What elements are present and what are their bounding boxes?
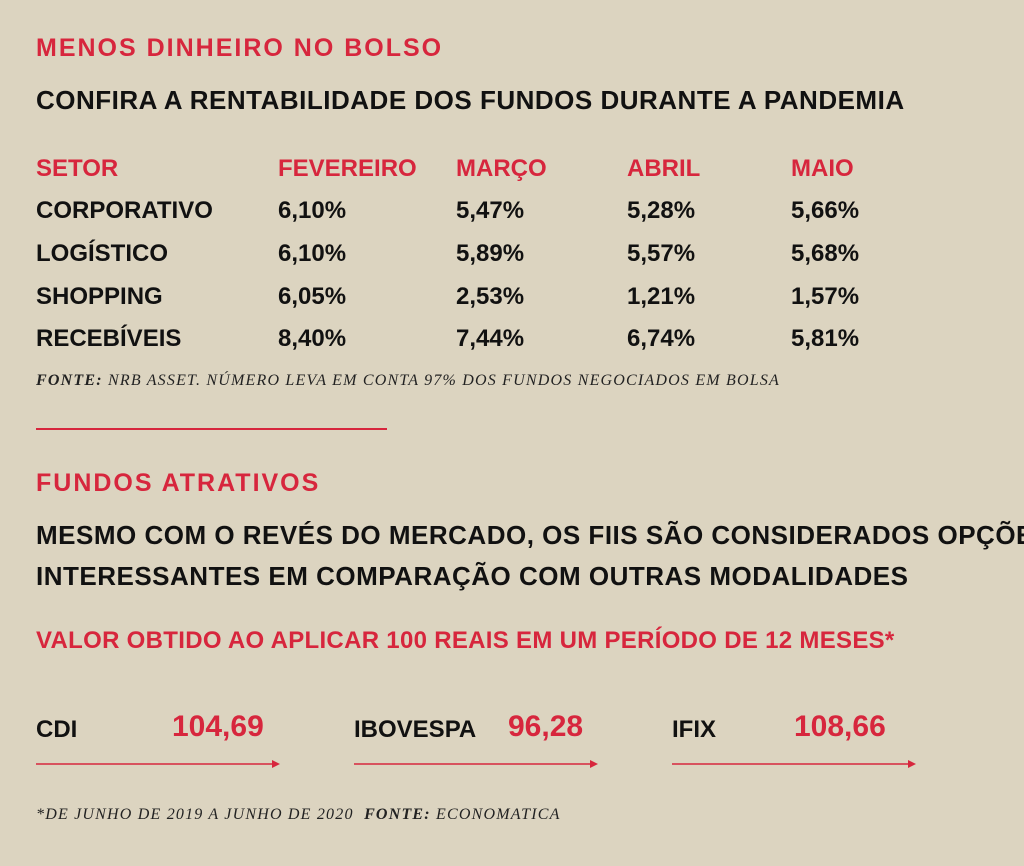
section1-headline: CONFIRA A RENTABILIDADE DOS FUNDOS DURAN… — [36, 85, 905, 115]
table-header-cell: FEVEREIRO — [278, 155, 417, 182]
section2-footnote: *DE JUNHO DE 2019 A JUNHO DE 2020 FONTE:… — [36, 806, 561, 824]
table-cell: 6,10% — [278, 240, 347, 267]
table-cell: 8,40% — [278, 325, 347, 352]
table-cell: 5,81% — [791, 325, 860, 352]
indicator-value: 108,66 — [794, 710, 886, 743]
table-cell: 7,44% — [456, 325, 525, 352]
indicator-value: 104,69 — [172, 710, 264, 743]
section1-source: FONTE: NRB ASSET. NÚMERO LEVA EM CONTA 9… — [36, 372, 780, 390]
table-cell: 6,10% — [278, 197, 347, 224]
section2-subtitle: VALOR OBTIDO AO APLICAR 100 REAIS EM UM … — [36, 627, 895, 654]
indicator-label: CDI — [36, 716, 78, 743]
section-divider — [36, 428, 387, 430]
table-cell: 1,21% — [627, 283, 696, 310]
table-cell: 5,66% — [791, 197, 860, 224]
table-cell: 2,53% — [456, 283, 525, 310]
section2-kicker: FUNDOS ATRATIVOS — [36, 469, 321, 497]
table-row-label: RECEBÍVEIS — [36, 325, 182, 352]
table-cell: 6,74% — [627, 325, 696, 352]
table-row-label: SHOPPING — [36, 283, 163, 310]
indicator-value: 96,28 — [508, 710, 584, 743]
table-row-label: CORPORATIVO — [36, 197, 213, 224]
section2-headline-line1: MESMO COM O REVÉS DO MERCADO, OS FIIS SÃ… — [36, 520, 1024, 550]
table-header-cell: MARÇO — [456, 155, 547, 182]
table-header-cell: ABRIL — [627, 155, 701, 182]
table-header-cell: SETOR — [36, 155, 119, 182]
table-cell: 5,28% — [627, 197, 696, 224]
table-cell: 5,57% — [627, 240, 696, 267]
section1-kicker: MENOS DINHEIRO NO BOLSO — [36, 34, 444, 62]
indicator-label: IFIX — [672, 716, 717, 743]
table-cell: 6,05% — [278, 283, 347, 310]
section2-headline-line2: INTERESSANTES EM COMPARAÇÃO COM OUTRAS M… — [36, 561, 909, 591]
source-text: NRB ASSET. NÚMERO LEVA EM CONTA 97% DOS … — [107, 372, 781, 389]
table-header-cell: MAIO — [791, 155, 854, 182]
arrow-icon — [672, 760, 916, 768]
table-cell: 1,57% — [791, 283, 860, 310]
arrow-icon — [354, 760, 598, 768]
source-label: FONTE: — [36, 372, 103, 389]
table-cell: 5,68% — [791, 240, 860, 267]
table-cell: 5,47% — [456, 197, 525, 224]
table-row-label: LOGÍSTICO — [36, 240, 168, 267]
indicator-label: IBOVESPA — [354, 716, 477, 743]
arrow-icon — [36, 760, 280, 768]
footnote-source-label: FONTE: — [364, 806, 431, 823]
footnote-source-text: ECONOMATICA — [436, 806, 561, 823]
table-cell: 5,89% — [456, 240, 525, 267]
footnote-text: *DE JUNHO DE 2019 A JUNHO DE 2020 — [36, 806, 354, 823]
